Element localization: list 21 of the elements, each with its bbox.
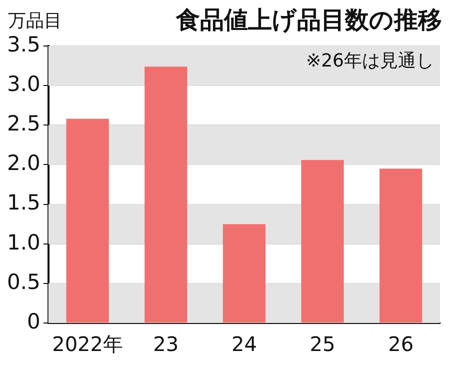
x-tick-label: 2022年 — [52, 332, 124, 356]
y-tick-label: 2.5 — [6, 112, 40, 136]
annotation: ※26年は見通し — [306, 50, 434, 72]
x-tick-label: 24 — [231, 332, 257, 356]
bar — [222, 224, 266, 322]
x-tick-label: 26 — [388, 332, 414, 356]
y-axis-title: 万品目 — [8, 10, 62, 32]
y-tick-label: 1.0 — [6, 230, 40, 254]
y-tick-label: 0.5 — [6, 270, 40, 294]
bar — [301, 160, 344, 322]
bar — [380, 168, 422, 322]
y-tick-label: 3.5 — [6, 32, 40, 56]
y-tick-label: 2.0 — [6, 151, 40, 176]
bar — [144, 66, 188, 322]
chart-title: 食品値上げ品目数の推移 — [175, 6, 442, 34]
y-tick-label: 1.5 — [6, 190, 40, 215]
x-tick-label: 25 — [310, 332, 336, 356]
y-tick-label: 3.0 — [6, 72, 40, 96]
y-tick-label: 0 — [27, 309, 40, 334]
x-tick-label: 23 — [153, 332, 179, 356]
bar — [66, 118, 109, 322]
